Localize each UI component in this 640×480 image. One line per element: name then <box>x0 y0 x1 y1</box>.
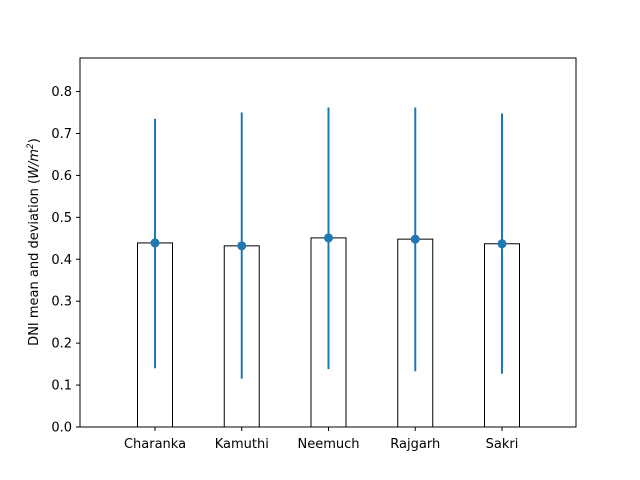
x-axis-ticks: Charanka Kamuthi Neemuch Rajgarh Sakri <box>124 427 518 452</box>
y-tick-label: 0.0 <box>51 421 72 436</box>
x-tick-label: Charanka <box>124 437 186 452</box>
y-tick-label: 0.1 <box>51 379 72 394</box>
y-tick-label: 0.3 <box>51 295 72 310</box>
mean-marker-neemuch <box>324 233 333 243</box>
x-tick-label: Sakri <box>486 437 519 452</box>
y-tick-label: 0.2 <box>51 337 72 352</box>
mean-marker-sakri <box>497 239 507 249</box>
x-tick-label: Rajgarh <box>390 437 440 452</box>
errorbars-layer <box>154 107 503 379</box>
y-tick-label: 0.5 <box>51 211 72 226</box>
markers-layer <box>150 233 507 251</box>
x-tick-label: Neemuch <box>297 437 359 452</box>
mean-marker-kamuthi <box>237 241 247 251</box>
y-axis-ticks: 0.0 0.1 0.2 0.3 0.4 0.5 0.6 0.7 0.8 <box>51 85 80 436</box>
y-tick-label: 0.8 <box>51 85 72 100</box>
y-tick-label: 0.7 <box>51 127 72 142</box>
mean-marker-rajgarh <box>410 234 420 244</box>
x-tick-label: Kamuthi <box>215 437 269 452</box>
y-tick-label: 0.6 <box>51 169 72 184</box>
y-tick-label: 0.4 <box>51 253 72 268</box>
mean-marker-charanka <box>150 238 160 248</box>
y-axis-label: DNI mean and deviation (W/m2) <box>26 138 42 346</box>
